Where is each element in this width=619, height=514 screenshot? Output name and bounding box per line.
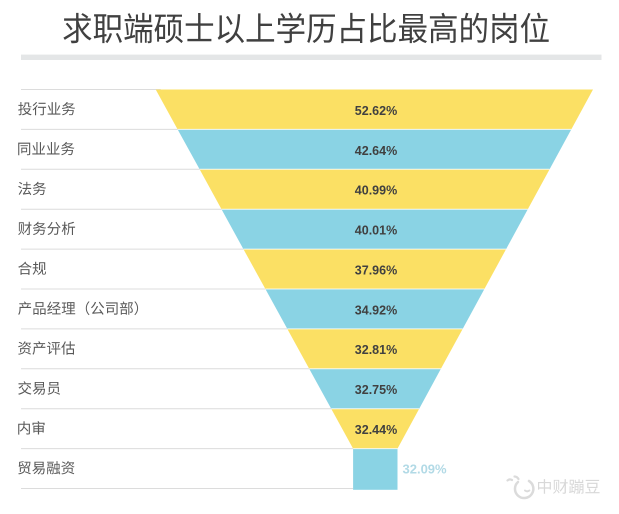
- svg-text:32.44%: 32.44%: [355, 423, 397, 437]
- svg-text:52.62%: 52.62%: [355, 104, 397, 118]
- svg-text:37.96%: 37.96%: [355, 263, 397, 277]
- svg-text:42.64%: 42.64%: [355, 144, 397, 158]
- svg-text:34.92%: 34.92%: [355, 303, 397, 317]
- svg-text:32.75%: 32.75%: [355, 383, 397, 397]
- svg-text:40.99%: 40.99%: [355, 184, 397, 198]
- svg-text:32.09%: 32.09%: [403, 462, 448, 477]
- svg-text:32.81%: 32.81%: [355, 343, 397, 357]
- svg-text:40.01%: 40.01%: [355, 224, 397, 238]
